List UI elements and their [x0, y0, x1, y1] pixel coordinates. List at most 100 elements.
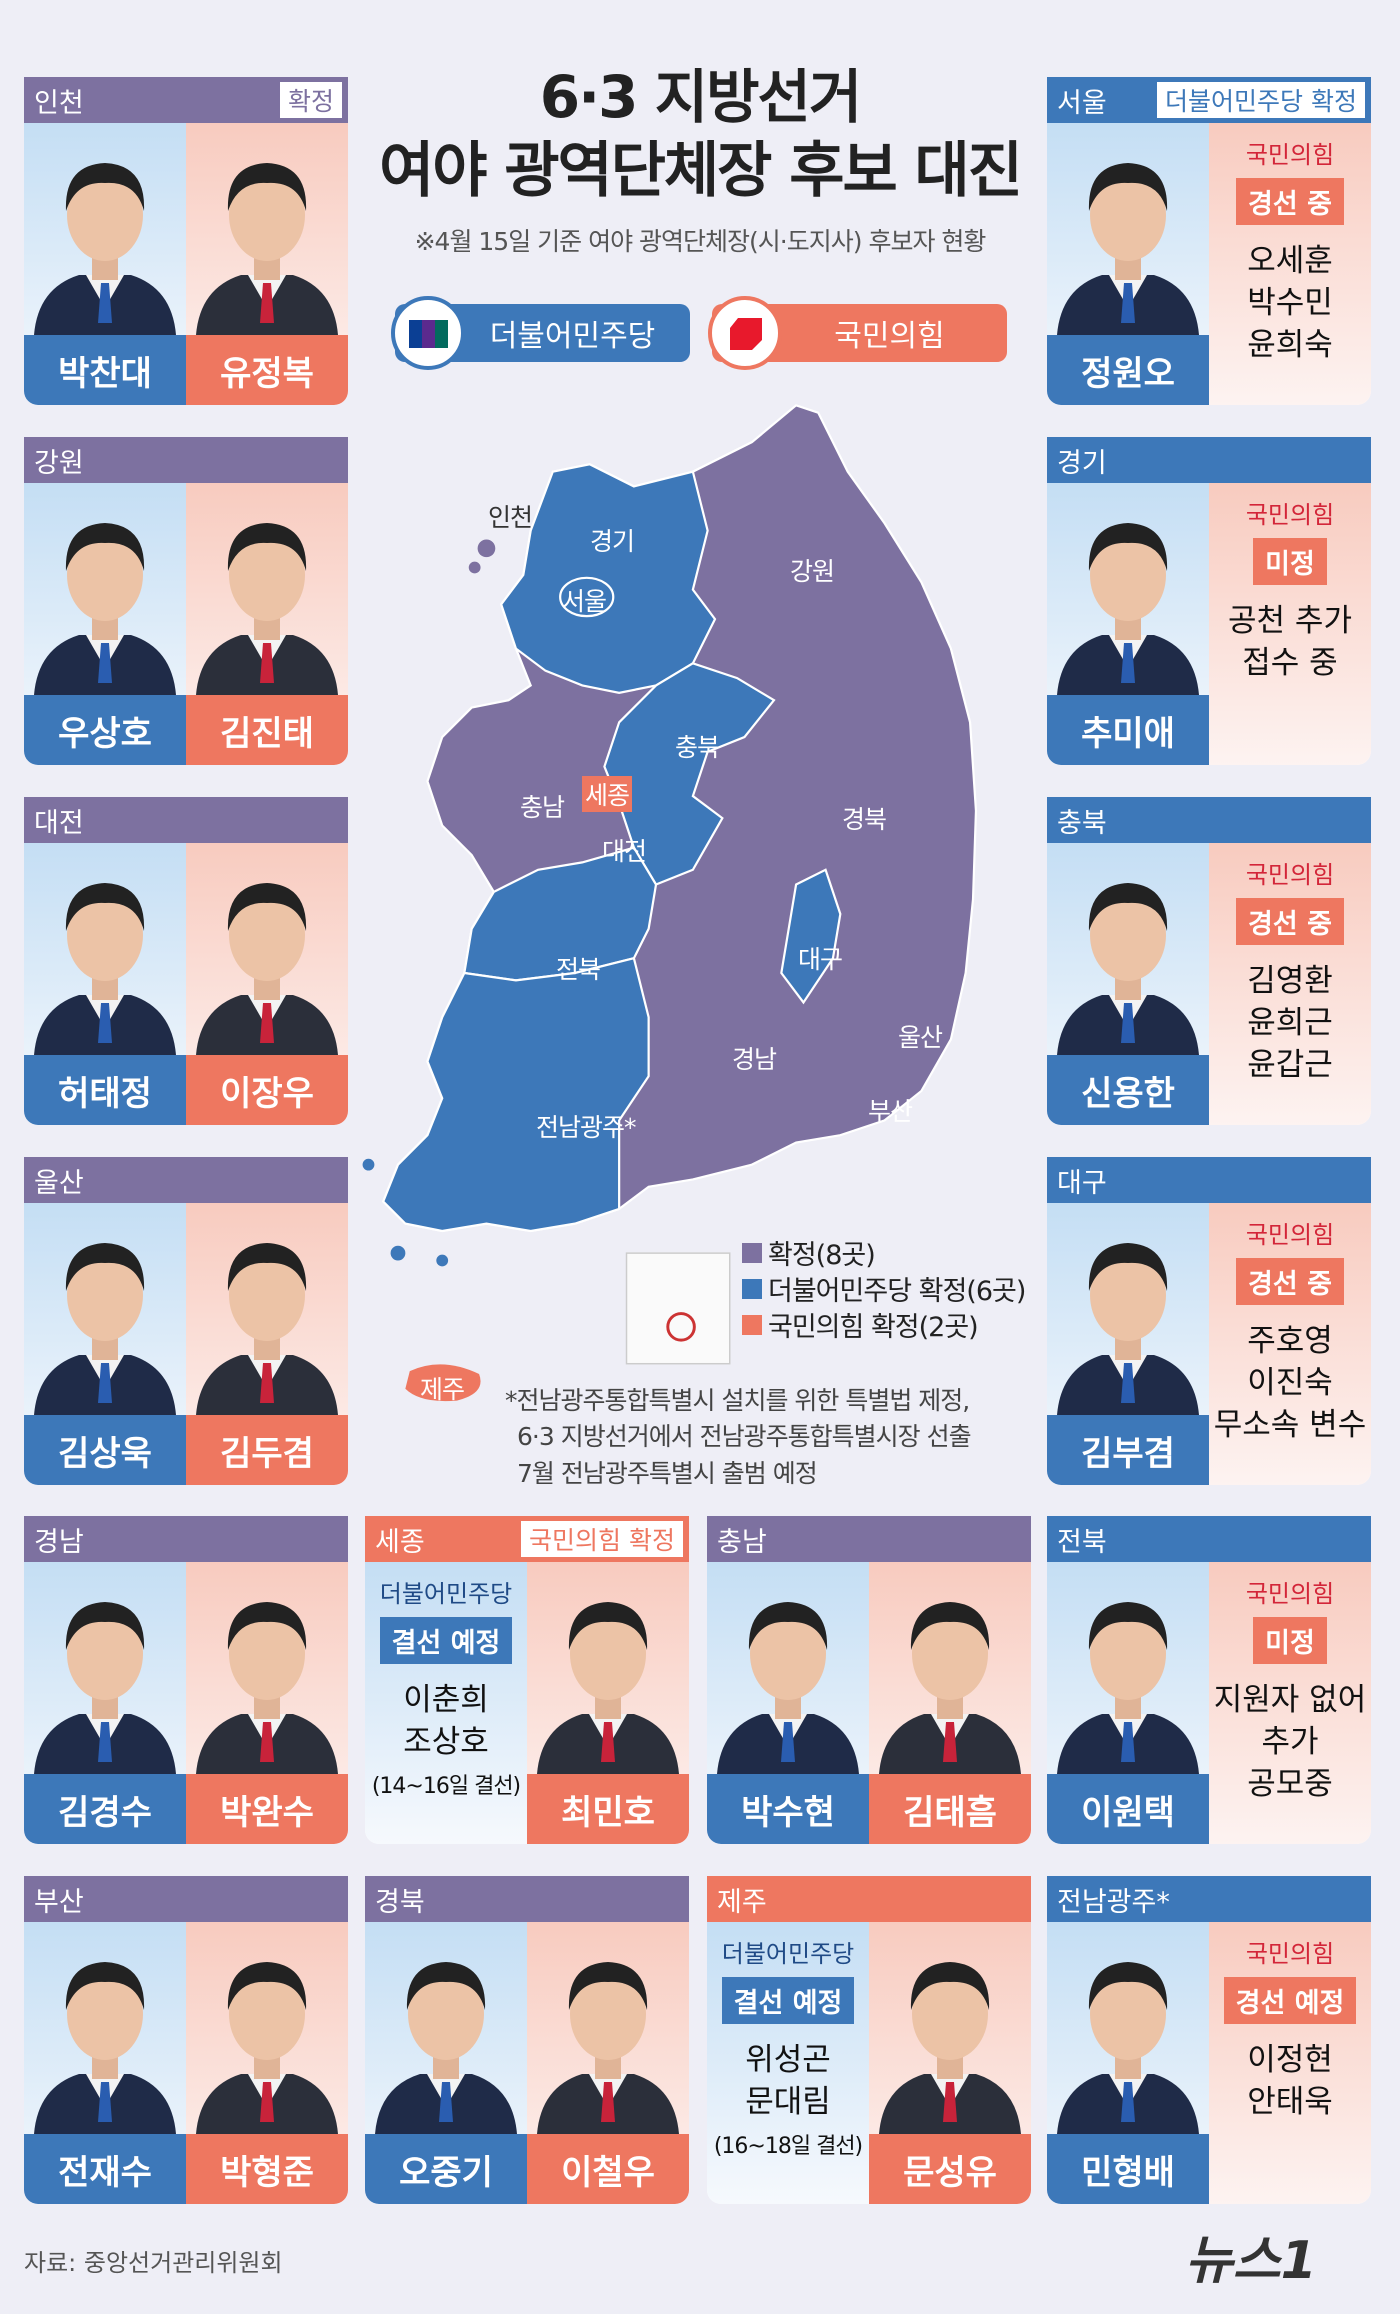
legend-item: 더불어민주당 확정(6곳) — [742, 1269, 1026, 1308]
map-label-daegu: 대구 — [798, 945, 843, 974]
map-label-jeju: 제주 — [420, 1375, 465, 1404]
region-header: 울산 — [24, 1157, 348, 1203]
candidate-photo — [34, 1602, 176, 1774]
region-header: 세종 국민의힘 확정 — [365, 1516, 689, 1562]
candidate-photo — [196, 523, 338, 695]
region-name: 세종 — [375, 1526, 425, 1558]
candidate-photo — [1057, 1602, 1199, 1774]
ppp-candidate-name: 김태흠 — [869, 1774, 1031, 1844]
map-label-jeonnam: 전남광주* — [536, 1113, 637, 1142]
contender-name: 지원자 없어 — [1213, 1682, 1367, 1718]
candidate-photo — [879, 1602, 1021, 1774]
map-label-daejeon: 대전 — [602, 837, 647, 866]
pending-party: 국민의힘 — [1245, 1580, 1335, 1608]
region-name: 충북 — [1057, 807, 1107, 839]
region-card: 부산 전재수 박형준 — [24, 1876, 348, 2204]
dem-candidate-name: 오중기 — [365, 2134, 527, 2204]
dem-candidate-name: 김상욱 — [24, 1415, 186, 1485]
dem-party-label: 더불어민주당 — [489, 319, 656, 354]
region-name: 부산 — [34, 1886, 84, 1918]
pending-note: (14~16일 결선) — [371, 1773, 521, 1799]
region-card: 전북 이원택 국민의힘 미정 지원자 없어 추가 공모중 — [1047, 1516, 1371, 1844]
ppp-party-label: 국민의힘 — [834, 319, 945, 354]
region-header: 경기 — [1047, 437, 1371, 483]
region-card: 대구 김부겸 국민의힘 경선 중 주호영 이진숙 무소속 변수 — [1047, 1157, 1371, 1485]
dem-candidate-name: 신용한 — [1047, 1055, 1209, 1125]
region-card: 경북 오중기 이철우 — [365, 1876, 689, 2204]
ballot-stamp-icon — [666, 1312, 696, 1342]
contender-name: 이춘희 — [403, 1682, 489, 1718]
pending-status: 경선 중 — [1236, 898, 1344, 945]
region-card: 경기 추미애 국민의힘 미정 공천 추가 접수 중 — [1047, 437, 1371, 765]
dem-candidate-name: 박찬대 — [24, 335, 186, 405]
map-label-gyeongnam: 경남 — [732, 1045, 777, 1074]
region-name: 전북 — [1057, 1526, 1107, 1558]
contender-name: 윤희근 — [1247, 1004, 1333, 1041]
candidate-photo — [34, 163, 176, 335]
contender-name: 이정현 — [1247, 2042, 1333, 2078]
candidate-photo — [879, 1962, 1021, 2134]
legend-item: 확정(8곳) — [742, 1233, 876, 1272]
candidate-photo — [1057, 883, 1199, 1055]
dem-candidate-name: 이원택 — [1047, 1774, 1209, 1844]
region-name: 충남 — [717, 1526, 767, 1558]
status-badge: 국민의힘 확정 — [521, 1521, 683, 1557]
dem-candidate-name: 박수현 — [707, 1774, 869, 1844]
region-name: 경기 — [1057, 447, 1107, 479]
map-label-gangwon: 강원 — [790, 557, 835, 586]
pending-note: (16~18일 결선) — [713, 2133, 863, 2159]
ppp-logo-icon — [708, 296, 782, 370]
candidate-photo — [196, 1243, 338, 1415]
region-header: 대전 — [24, 797, 348, 843]
korea-map — [362, 404, 978, 1402]
region-card: 강원 우상호 김진태 — [24, 437, 348, 765]
ppp-candidate-name: 문성유 — [869, 2134, 1031, 2204]
legend-item: 국민의힘 확정(2곳) — [742, 1305, 979, 1344]
pending-party: 국민의힘 — [1245, 1940, 1335, 1968]
region-header: 부산 — [24, 1876, 348, 1922]
contender-name: 문대림 — [745, 2083, 831, 2120]
region-name: 인천 — [34, 87, 84, 119]
map-label-busan: 부산 — [868, 1097, 913, 1126]
region-card: 서울 더불어민주당 확정 정원오 국민의힘 경선 중 오세훈 박수민 윤희숙 — [1047, 77, 1371, 405]
dem-candidate-name: 전재수 — [24, 2134, 186, 2204]
ballot-box — [625, 1252, 731, 1365]
region-card: 경남 김경수 박완수 — [24, 1516, 348, 1844]
candidate-photo — [196, 1602, 338, 1774]
region-header: 경북 — [365, 1876, 689, 1922]
region-header: 충북 — [1047, 797, 1371, 843]
contender-name: 무소속 변수 — [1213, 1406, 1367, 1443]
region-name: 제주 — [717, 1886, 767, 1918]
dem-party-pill: 더불어민주당 — [391, 296, 690, 370]
region-card: 제주 더불어민주당 결선 예정 위성곤 문대림 (16~18일 결선) 문성유 — [707, 1876, 1031, 2204]
pending-party: 국민의힘 — [1245, 501, 1335, 529]
region-card: 울산 김상욱 김두겸 — [24, 1157, 348, 1485]
contender-name: 접수 중 — [1242, 644, 1338, 681]
ppp-candidate-name: 박완수 — [186, 1774, 348, 1844]
pending-status: 경선 예정 — [1223, 1977, 1357, 2024]
map-label-sejong: 세종 — [582, 776, 633, 812]
region-name: 서울 — [1057, 87, 1107, 119]
map-region-daegu — [780, 868, 842, 1005]
pending-status: 결선 예정 — [379, 1617, 513, 1664]
dem-candidate-name: 민형배 — [1047, 2134, 1209, 2204]
candidate-photo — [1057, 523, 1199, 695]
pending-status: 경선 중 — [1236, 178, 1344, 225]
region-name: 전남광주* — [1057, 1886, 1170, 1918]
dem-candidate-name: 김경수 — [24, 1774, 186, 1844]
status-badge: 더불어민주당 확정 — [1157, 82, 1365, 118]
source-text: 자료: 중앙선거관리위원회 — [24, 2249, 283, 2277]
dem-candidate-name: 허태정 — [24, 1055, 186, 1125]
map-label-gyeonggi: 경기 — [590, 527, 635, 556]
region-header: 인천 확정 — [24, 77, 348, 123]
region-card: 전남광주* 민형배 국민의힘 경선 예정 이정현 안태욱 — [1047, 1876, 1371, 2204]
pending-party: 국민의힘 — [1245, 141, 1335, 169]
contender-name: 이진숙 — [1247, 1364, 1333, 1401]
region-card: 충북 신용한 국민의힘 경선 중 김영환 윤희근 윤갑근 — [1047, 797, 1371, 1125]
contender-name: 김영환 — [1247, 963, 1333, 999]
ppp-candidate-name: 김진태 — [186, 695, 348, 765]
region-card: 인천 확정 박찬대 유정복 — [24, 77, 348, 405]
ppp-candidate-name: 이장우 — [186, 1055, 348, 1125]
